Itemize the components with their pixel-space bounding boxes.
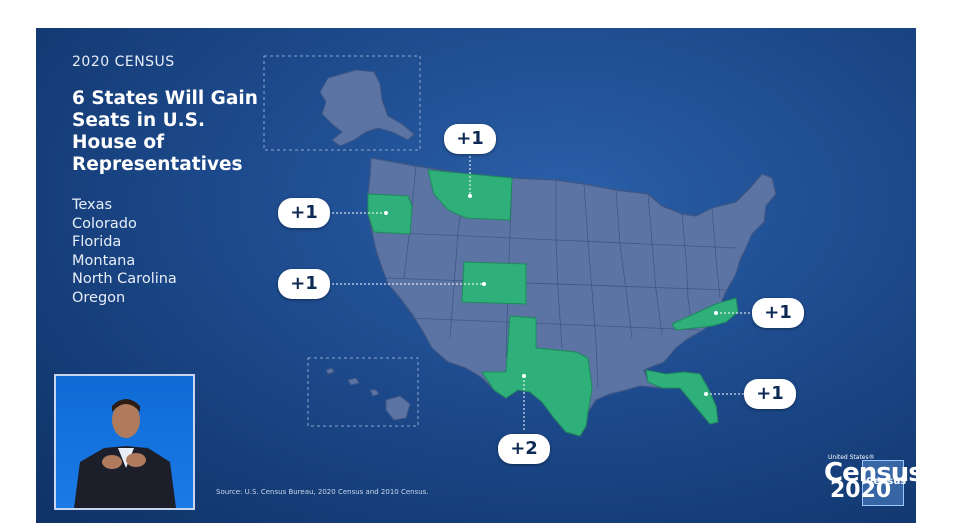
slide-kicker: 2020 CENSUS [72, 54, 175, 70]
states-list: Texas Colorado Florida Montana North Car… [72, 196, 177, 308]
state-list-item: Colorado [72, 215, 137, 232]
logo-box-text: Census [866, 476, 907, 487]
logo-top-text: United States® [828, 454, 875, 461]
badge-north-carolina: +1 [752, 298, 804, 328]
state-texas [481, 315, 593, 437]
state-north-carolina [671, 297, 739, 331]
badge-oregon: +1 [278, 198, 330, 228]
state-florida [645, 369, 719, 425]
logo-word: Census [824, 458, 916, 488]
state-list-item: North Carolina [72, 271, 177, 288]
badge-colorado: +1 [278, 269, 330, 299]
state-colorado [461, 261, 527, 305]
state-list-item: Oregon [72, 289, 126, 306]
alaska-shape [319, 69, 415, 147]
state-list-item: Texas [72, 197, 113, 213]
state-oregon [367, 193, 413, 235]
slide-headline: 6 States Will Gain Seats in U.S. House o… [72, 88, 258, 175]
logo-year: 2020 [830, 478, 892, 503]
census-slide: 2020 CENSUS 6 States Will Gain Seats in … [36, 28, 916, 523]
state-borders [375, 165, 737, 389]
badge-texas: +2 [498, 434, 550, 464]
us-map [263, 55, 777, 437]
badge-florida: +1 [744, 379, 796, 409]
badge-montana: +1 [444, 124, 496, 154]
hawaii-inset-frame [307, 357, 419, 427]
state-list-item: Montana [72, 252, 136, 269]
interpreter-figure [74, 399, 176, 508]
hawaii-shape [325, 367, 411, 421]
sign-language-interpreter-video [54, 374, 195, 510]
census-2020-logo: United States® Census Census 2020 [822, 454, 916, 508]
source-note: Source: U.S. Census Bureau, 2020 Census … [216, 488, 429, 496]
alaska-inset-frame [263, 55, 421, 151]
state-list-item: Florida [72, 234, 122, 251]
logo-box [862, 460, 904, 506]
